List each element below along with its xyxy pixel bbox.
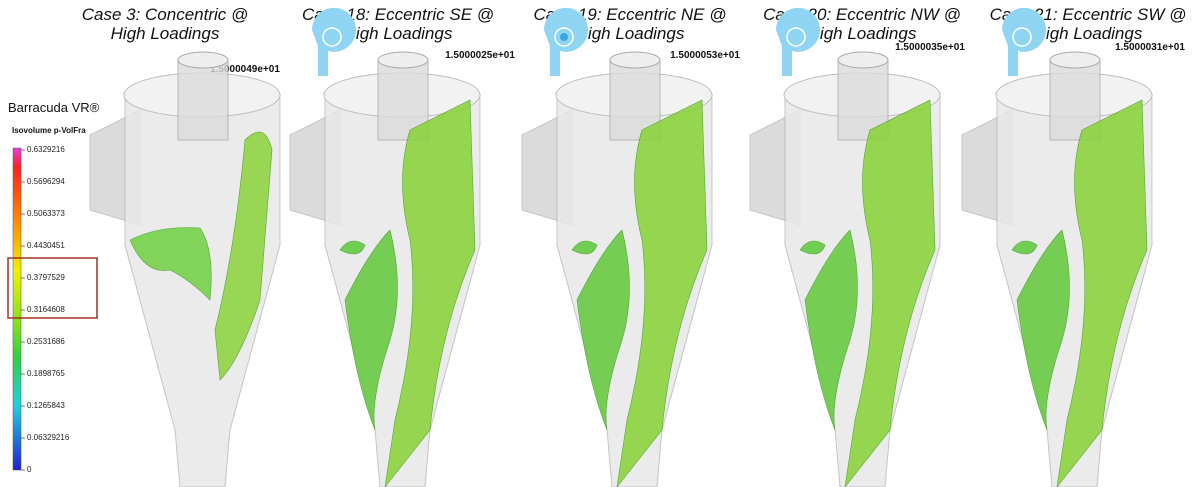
time-label: 1.5000025e+01 xyxy=(445,50,515,61)
panel: Case 20: Eccentric NW @High Loadings1.50… xyxy=(750,5,965,487)
panel-title: High Loadings xyxy=(1034,24,1143,43)
colorbar-tick-label: 0 xyxy=(27,465,32,474)
inlet-icon xyxy=(1002,8,1046,76)
inlet-icon xyxy=(312,8,356,76)
colorbar-subtitle: Isovolume p-VolFra xyxy=(12,126,86,135)
panel-title: High Loadings xyxy=(576,24,685,43)
inlet-icon xyxy=(776,8,820,76)
panel-title: High Loadings xyxy=(808,24,917,43)
inlet-icon xyxy=(544,8,588,76)
panel-title: Case 3: Concentric @ xyxy=(82,5,249,24)
vortex-finder-top xyxy=(610,52,660,68)
colorbar-tick-label: 0.3797529 xyxy=(27,273,65,282)
time-label: 1.5000035e+01 xyxy=(895,42,965,53)
colorbar-tick-label: 0.06329216 xyxy=(27,433,70,442)
figure: Barracuda VR® Isovolume p-VolFra 0.63292… xyxy=(0,0,1202,487)
vortex-finder xyxy=(178,60,228,140)
vortex-finder-top xyxy=(1050,52,1100,68)
colorbar-tick-label: 0.2531686 xyxy=(27,337,65,346)
time-label: 1.5000031e+01 xyxy=(1115,42,1185,53)
vortex-finder-top xyxy=(378,52,428,68)
inlet-icon-dot xyxy=(560,33,568,41)
panel: Case 19: Eccentric NE @High Loadings1.50… xyxy=(522,5,740,487)
colorbar-title: Barracuda VR® xyxy=(8,100,100,115)
colorbar-tick-label: 0.1265843 xyxy=(27,401,65,410)
time-label: 1.5000053e+01 xyxy=(670,50,740,61)
vortex-finder-top xyxy=(178,52,228,68)
panel: Case 18: Eccentric SE @High Loadings1.50… xyxy=(290,5,515,487)
colorbar-tick-label: 0.3164608 xyxy=(27,305,65,314)
panel: Case 3: Concentric @High Loadings1.50000… xyxy=(82,5,281,487)
colorbar-tick-label: 0.5696294 xyxy=(27,177,65,186)
panel-title: High Loadings xyxy=(111,24,220,43)
colorbar xyxy=(13,148,21,470)
panel-title: High Loadings xyxy=(344,24,453,43)
vortex-finder-top xyxy=(838,52,888,68)
colorbar-tick-label: 0.4430451 xyxy=(27,241,65,250)
colorbar-tick-label: 0.6329216 xyxy=(27,145,65,154)
colorbar-tick-label: 0.1898765 xyxy=(27,369,65,378)
colorbar-tick-label: 0.5063373 xyxy=(27,209,65,218)
panel: Case 21: Eccentric SW @High Loadings1.50… xyxy=(962,5,1186,487)
